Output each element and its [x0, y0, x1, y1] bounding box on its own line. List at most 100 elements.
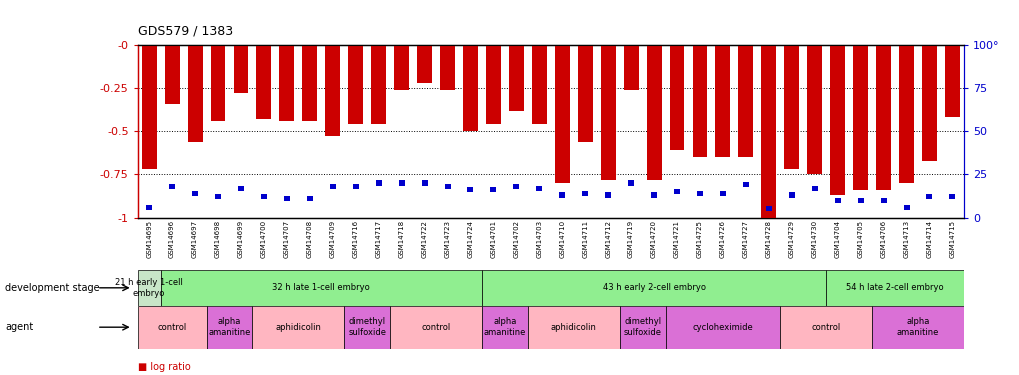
Bar [944, 45, 959, 117]
Bar [628, 180, 634, 186]
Text: GSM14700: GSM14700 [261, 220, 267, 258]
Bar [490, 188, 496, 192]
Text: GSM14716: GSM14716 [353, 220, 359, 258]
Text: control: control [157, 322, 186, 332]
Bar [233, 45, 249, 93]
Text: GSM14725: GSM14725 [696, 220, 702, 258]
Bar [389, 306, 481, 349]
Bar [325, 45, 340, 136]
Bar [215, 194, 221, 200]
Bar [485, 45, 500, 125]
Text: GSM14713: GSM14713 [903, 220, 909, 258]
Text: GSM14722: GSM14722 [421, 220, 427, 258]
Bar [256, 45, 271, 119]
Bar [467, 188, 473, 192]
Bar [921, 45, 936, 160]
Text: GSM14714: GSM14714 [925, 220, 931, 258]
Text: GSM14724: GSM14724 [467, 220, 473, 258]
Text: GSM14706: GSM14706 [879, 220, 886, 258]
Bar [463, 45, 478, 131]
Bar [398, 180, 405, 186]
Text: GSM14721: GSM14721 [674, 220, 680, 258]
Bar [142, 45, 157, 169]
Text: GSM14726: GSM14726 [719, 220, 726, 258]
Bar [623, 45, 638, 90]
Bar [146, 204, 152, 210]
Bar [780, 306, 871, 349]
Bar [668, 45, 684, 150]
Bar [738, 45, 753, 157]
Text: GSM14707: GSM14707 [283, 220, 289, 258]
Bar [925, 194, 931, 200]
Text: control: control [421, 322, 450, 332]
Text: GSM14697: GSM14697 [192, 220, 198, 258]
Text: 54 h late 2-cell embryo: 54 h late 2-cell embryo [846, 284, 943, 292]
Text: GSM14703: GSM14703 [536, 220, 542, 258]
Bar [161, 270, 481, 306]
Text: GSM14723: GSM14723 [444, 220, 450, 258]
Bar [760, 45, 775, 218]
Text: GSM14710: GSM14710 [558, 220, 565, 258]
Bar [481, 306, 528, 349]
Bar [279, 45, 294, 121]
Text: GSM14712: GSM14712 [604, 220, 610, 258]
Text: GSM14729: GSM14729 [788, 220, 794, 258]
Text: aphidicolin: aphidicolin [550, 322, 596, 332]
Bar [513, 184, 519, 189]
Bar [719, 191, 726, 196]
Bar [765, 206, 771, 212]
Bar [871, 306, 963, 349]
Bar [371, 45, 386, 125]
Text: GSM14728: GSM14728 [765, 220, 771, 258]
Text: GSM14708: GSM14708 [307, 220, 313, 258]
Text: GSM14705: GSM14705 [857, 220, 863, 258]
Bar [879, 198, 886, 203]
Bar [829, 45, 845, 195]
Text: dimethyl
sulfoxide: dimethyl sulfoxide [347, 318, 386, 337]
Bar [674, 189, 680, 194]
Bar [784, 45, 799, 169]
Bar [650, 192, 656, 198]
Text: dimethyl
sulfoxide: dimethyl sulfoxide [623, 318, 661, 337]
Text: alpha
amanitine: alpha amanitine [483, 318, 526, 337]
Text: control: control [811, 322, 840, 332]
Text: cycloheximide: cycloheximide [692, 322, 753, 332]
Text: GSM14701: GSM14701 [490, 220, 496, 258]
Text: GDS579 / 1383: GDS579 / 1383 [138, 24, 232, 38]
Text: GSM14715: GSM14715 [949, 220, 955, 258]
Bar [237, 186, 244, 191]
Text: GSM14696: GSM14696 [169, 220, 175, 258]
Bar [949, 194, 955, 200]
Bar [577, 45, 592, 142]
Bar [692, 45, 707, 157]
Text: GSM14727: GSM14727 [742, 220, 748, 258]
Bar [558, 192, 565, 198]
Bar [261, 194, 267, 200]
Bar [393, 45, 409, 90]
Bar [444, 184, 450, 189]
Bar [536, 186, 542, 191]
Bar [283, 196, 289, 201]
Bar [138, 270, 161, 306]
Bar [187, 45, 203, 142]
Bar [164, 45, 179, 104]
Text: development stage: development stage [5, 283, 100, 293]
Text: agent: agent [5, 322, 34, 332]
Bar [528, 306, 620, 349]
Bar [714, 45, 730, 157]
Bar [138, 306, 206, 349]
Bar [329, 184, 335, 189]
Bar [307, 196, 313, 201]
Bar [531, 45, 546, 125]
Bar [664, 306, 780, 349]
Text: GSM14698: GSM14698 [215, 220, 221, 258]
Text: alpha
amanitine: alpha amanitine [208, 318, 251, 337]
Bar [788, 192, 794, 198]
Bar [302, 45, 317, 121]
Bar [417, 45, 432, 83]
Bar [903, 204, 909, 210]
Text: GSM14695: GSM14695 [146, 220, 152, 258]
Text: GSM14702: GSM14702 [513, 220, 519, 258]
Bar [600, 45, 615, 180]
Bar [347, 45, 363, 125]
